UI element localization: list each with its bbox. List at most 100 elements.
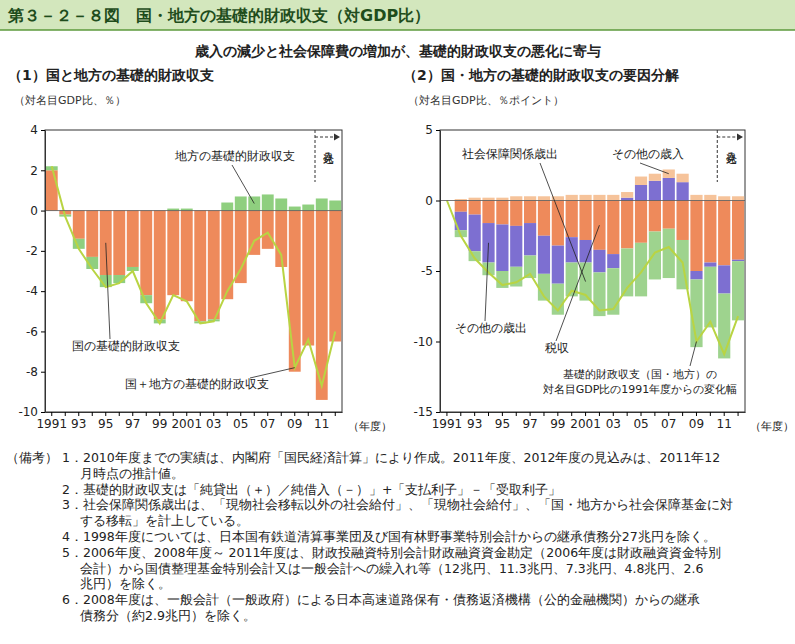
series-label: その他の歳入: [612, 147, 684, 161]
bar: [718, 265, 730, 293]
x-tick-mark: [132, 412, 133, 416]
bar: [181, 211, 193, 302]
x-tick-mark: [240, 412, 241, 416]
x-tick-mark: [119, 412, 120, 416]
bar: [704, 263, 716, 267]
y-tick-mark: [41, 331, 45, 332]
bar: [455, 201, 467, 212]
x-tick-mark: [267, 412, 268, 416]
bar: [704, 267, 716, 328]
y-tick: 2: [30, 164, 45, 178]
bar: [649, 201, 661, 232]
bar: [635, 185, 647, 201]
y-axis-line: [440, 131, 441, 413]
x-tick-mark: [105, 412, 106, 416]
y-tick: 5: [425, 123, 440, 137]
y-tick-mark: [436, 342, 440, 343]
x-tick: 11: [314, 412, 329, 431]
bar: [194, 211, 206, 322]
x-tick: [460, 412, 461, 416]
x-tick: 2001: [171, 412, 202, 431]
x-tick-mark: [488, 412, 489, 416]
bar: [732, 260, 744, 261]
y-tick-mark: [41, 372, 45, 373]
y-tick: -4: [26, 284, 45, 298]
y-tick-mark: [436, 201, 440, 202]
bar: [482, 198, 494, 201]
series-label: 国＋地方の基礎的財政収支: [125, 377, 269, 391]
bar: [482, 201, 494, 224]
bar: [677, 174, 689, 182]
x-tick-mark: [335, 412, 336, 416]
y-tick-label: 2: [30, 164, 38, 178]
x-axis-title: （年度）: [750, 420, 794, 433]
x-tick-mark: [146, 412, 147, 416]
x-tick-mark: [186, 412, 187, 416]
x-tick-label: 11: [717, 417, 732, 431]
bar: [663, 229, 675, 278]
bar: [690, 271, 702, 279]
plot-marks: [46, 166, 341, 400]
leader-line: [106, 243, 110, 339]
bar: [140, 211, 152, 296]
x-tick-mark: [200, 412, 201, 416]
x-tick-label: 95: [98, 417, 113, 431]
x-tick-label: 95: [495, 417, 510, 431]
panel-title: （1）国と地方の基礎的財政収支: [8, 67, 214, 83]
x-tick-mark: [738, 412, 739, 416]
y-tick: -5: [421, 264, 440, 278]
bar: [329, 201, 341, 211]
bar: [718, 196, 730, 200]
x-tick-mark: [227, 412, 228, 416]
y-tick-label: -10: [18, 405, 38, 419]
y-tick-label: -2: [26, 244, 38, 258]
bar: [469, 198, 481, 201]
bar: [100, 211, 112, 275]
bar: [607, 254, 619, 268]
bar: [167, 211, 179, 296]
x-tick: [254, 412, 255, 416]
x-tick-mark: [78, 412, 79, 416]
x-tick: [571, 412, 572, 416]
bar: [524, 223, 536, 255]
bar: [552, 201, 564, 246]
bar: [732, 261, 744, 320]
bar: [621, 192, 633, 198]
x-tick-label: 11: [314, 417, 329, 431]
x-tick: [599, 412, 600, 416]
note-line: 債務分（約2.9兆円）を除く。: [80, 608, 256, 623]
notes: （備考）1．2010年度までの実績は、内閣府「国民経済計算」により作成。2011…: [6, 450, 733, 623]
y-tick-mark: [436, 412, 440, 413]
annotation: 見込み: [725, 144, 738, 164]
figure-title: 第３－２－８図 国・地方の基礎的財政収支（対GDP比）: [7, 6, 430, 25]
bar: [649, 232, 661, 280]
header-band: [0, 0, 795, 30]
x-tick-mark: [92, 412, 93, 416]
x-tick-mark: [173, 412, 174, 416]
chart-panel: （2）国・地方の基礎的財政収支の要因分解（対名目GDP比、％ポイント）-15-1…: [403, 67, 794, 433]
x-tick: 1991: [432, 412, 463, 431]
leader-line: [485, 243, 489, 321]
zero-line: [45, 210, 342, 211]
bar: [275, 198, 287, 210]
bar: [302, 205, 314, 211]
x-tick: 99: [550, 412, 565, 431]
y-axis: -15-10-505: [413, 123, 440, 419]
x-tick-mark: [51, 412, 52, 416]
x-tick-mark: [571, 412, 572, 416]
leader-line: [540, 163, 586, 282]
bar: [524, 196, 536, 200]
x-tick: [65, 412, 66, 416]
bar: [73, 211, 85, 239]
bar: [221, 203, 233, 211]
y-tick-mark: [41, 412, 45, 413]
x-tick-label: 93: [71, 417, 86, 431]
series-label: 地方の基礎的財政収支: [174, 149, 295, 163]
bar: [510, 196, 522, 200]
x-tick: 11: [717, 412, 732, 431]
y-tick-label: 0: [425, 194, 433, 208]
bar: [552, 246, 564, 284]
bar: [607, 201, 619, 255]
bar: [469, 201, 481, 215]
x-tick-label: 97: [125, 417, 140, 431]
